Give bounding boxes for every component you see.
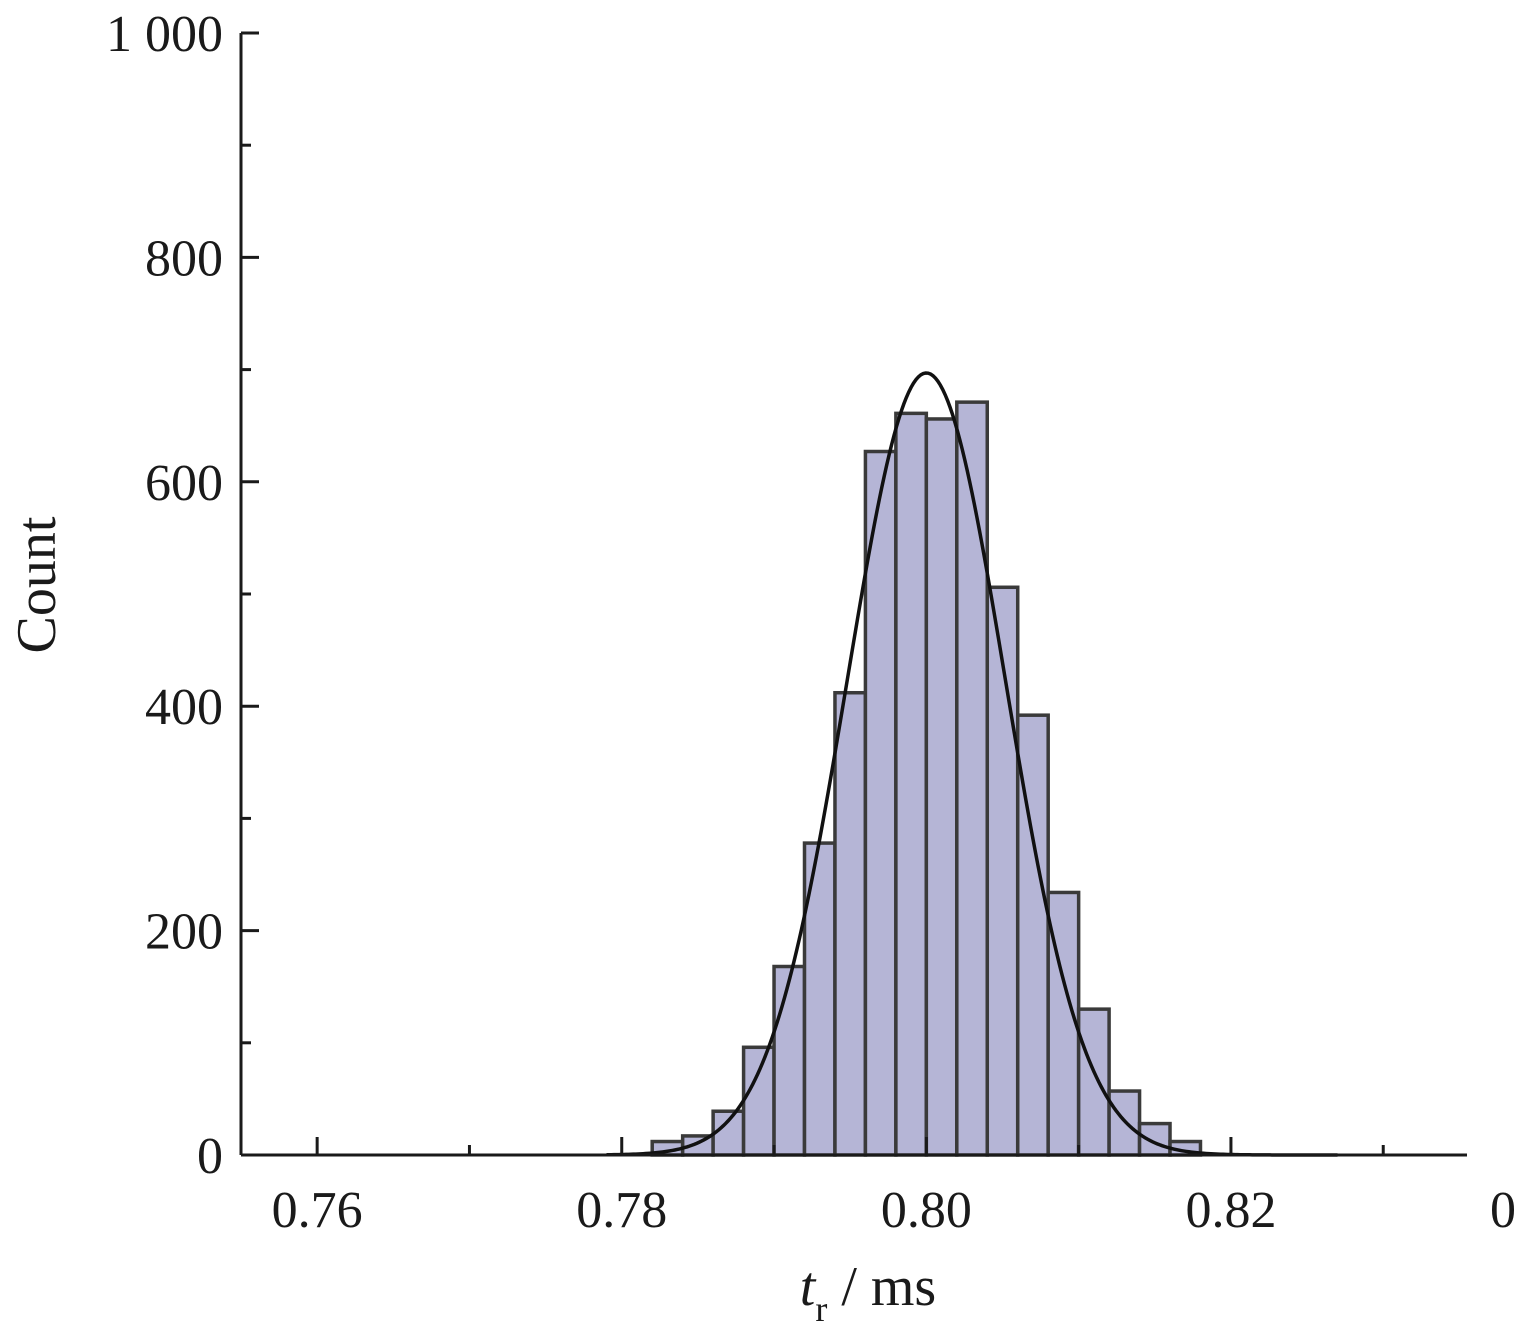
x-tick-label: 0.76 [272,1182,363,1239]
y-tick-label: 600 [145,455,223,512]
histogram-bar [1137,1121,1172,1157]
x-axis-symbol: t [800,1256,817,1318]
y-tick-label: 1 000 [106,6,223,63]
histogram-bar [741,1045,776,1157]
y-axis-ticks: 0 200 400 600 800 1 000 [106,6,259,1185]
histogram-bars [650,400,1203,1157]
y-tick-label: 0 [197,1128,223,1185]
histogram-bar [772,964,807,1157]
x-axis-ticks: 0.76 0.78 0.80 0.82 0.84 [272,1137,1519,1239]
x-tick-label: 0.78 [576,1182,667,1239]
x-tick-label: 0.80 [881,1182,972,1239]
histogram-bar [924,417,959,1157]
histogram-bar [1076,1007,1111,1157]
x-axis-title: tr / ms [800,1256,936,1329]
y-tick-label: 400 [145,679,223,736]
y-tick-label: 200 [145,904,223,961]
y-axis-title: Count [6,516,68,653]
y-tick-label: 800 [145,230,223,287]
x-tick-label: 0.84 [1490,1182,1519,1239]
x-tick-label: 0.82 [1185,1182,1276,1239]
histogram-bar [955,400,990,1157]
histogram-bar [894,411,929,1157]
x-axis-unit: / ms [841,1256,936,1318]
x-axis-subscript: r [815,1289,827,1329]
histogram-bar [833,690,868,1157]
histogram-bar [711,1109,746,1157]
